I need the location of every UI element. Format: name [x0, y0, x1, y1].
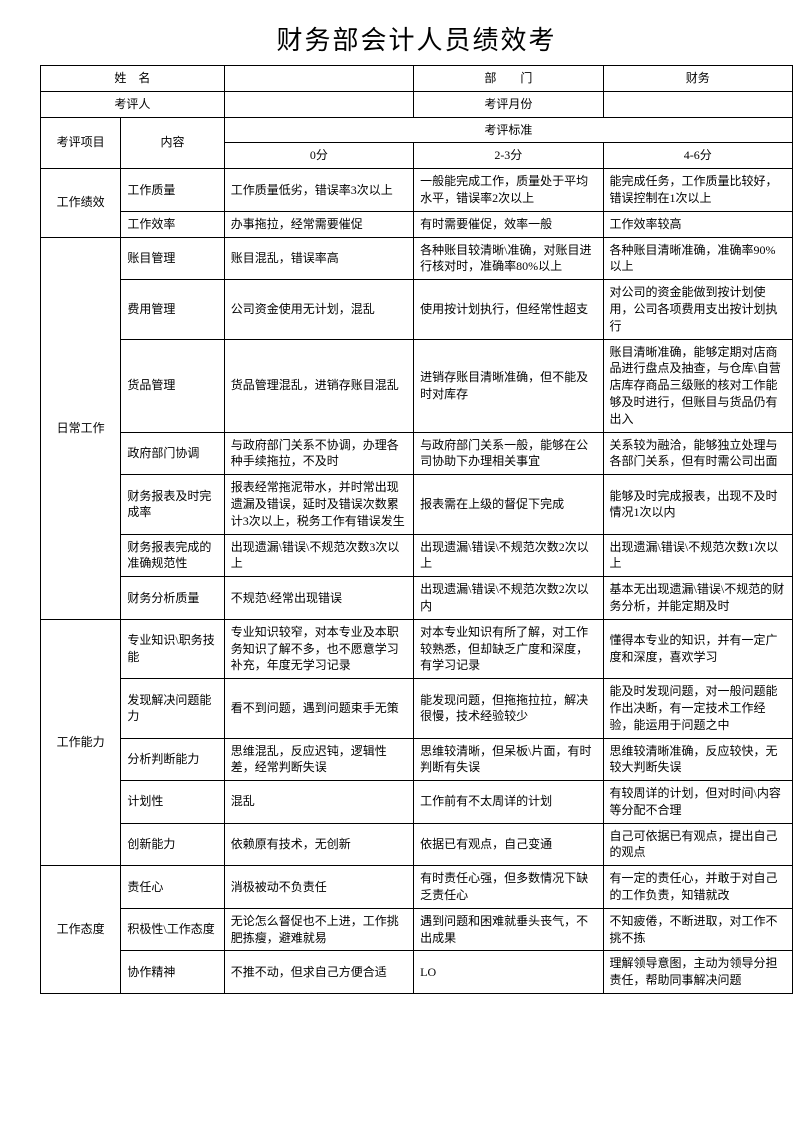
- criteria-cell: 与政府部门关系不协调，办理各种手续拖拉，不及时: [224, 432, 413, 475]
- content-cell: 货品管理: [121, 339, 224, 432]
- criteria-cell: LO: [414, 951, 603, 994]
- criteria-cell: 不知疲倦，不断进取，对工作不挑不拣: [603, 908, 792, 951]
- col-standard: 考评标准: [224, 117, 792, 143]
- criteria-cell: 与政府部门关系一般，能够在公司协助下办理相关事宜: [414, 432, 603, 475]
- criteria-cell: 有较周详的计划，但对时间\内容等分配不合理: [603, 781, 792, 824]
- criteria-cell: 有时需要催促，效率一般: [414, 211, 603, 237]
- criteria-cell: 不推不动，但求自己方便合适: [224, 951, 413, 994]
- criteria-cell: 能完成任务，工作质量比较好，错误控制在1次以上: [603, 169, 792, 212]
- criteria-cell: 专业知识较窄，对本专业及本职务知识了解不多，也不愿意学习补充，年度无学习记录: [224, 619, 413, 678]
- criteria-cell: 懂得本专业的知识，并有一定广度和深度，喜欢学习: [603, 619, 792, 678]
- criteria-cell: 思维较清晰，但呆板\片面，有时判断有失误: [414, 738, 603, 781]
- criteria-cell: 自己可依据已有观点，提出自己的观点: [603, 823, 792, 866]
- content-cell: 计划性: [121, 781, 224, 824]
- criteria-cell: 一般能完成工作，质量处于平均水平，错误率2次以上: [414, 169, 603, 212]
- reviewer-label: 考评人: [41, 91, 225, 117]
- criteria-cell: 各种账目较清晰\准确，对账目进行核对时，准确率80%以上: [414, 237, 603, 280]
- reviewer-value: [224, 91, 413, 117]
- content-cell: 工作质量: [121, 169, 224, 212]
- criteria-cell: 各种账目清晰准确，准确率90%以上: [603, 237, 792, 280]
- criteria-cell: 公司资金使用无计划，混乱: [224, 280, 413, 339]
- name-label: 姓 名: [41, 66, 225, 92]
- criteria-cell: 能发现问题，但拖拖拉拉，解决很慢，技术经验较少: [414, 679, 603, 738]
- criteria-cell: 账目清晰准确，能够定期对店商品进行盘点及抽查，与仓库\自营店库存商品三级账的核对…: [603, 339, 792, 432]
- content-cell: 账目管理: [121, 237, 224, 280]
- criteria-cell: 基本无出现遗漏\错误\不规范的财务分析，并能定期及时: [603, 577, 792, 620]
- content-cell: 协作精神: [121, 951, 224, 994]
- content-cell: 专业知识\职务技能: [121, 619, 224, 678]
- content-cell: 积极性\工作态度: [121, 908, 224, 951]
- content-cell: 财务报表完成的准确规范性: [121, 534, 224, 577]
- criteria-cell: 对本专业知识有所了解，对工作较熟悉，但却缺乏广度和深度，有学习记录: [414, 619, 603, 678]
- criteria-cell: 出现遗漏\错误\不规范次数2次以内: [414, 577, 603, 620]
- content-cell: 费用管理: [121, 280, 224, 339]
- criteria-cell: 看不到问题，遇到问题束手无策: [224, 679, 413, 738]
- group-cell: 工作态度: [41, 866, 121, 994]
- group-cell: 日常工作: [41, 237, 121, 619]
- month-label: 考评月份: [414, 91, 603, 117]
- criteria-cell: 遇到问题和困难就垂头丧气，不出成果: [414, 908, 603, 951]
- criteria-cell: 出现遗漏\错误\不规范次数3次以上: [224, 534, 413, 577]
- criteria-cell: 关系较为融洽，能够独立处理与各部门关系，但有时需公司出面: [603, 432, 792, 475]
- criteria-cell: 使用按计划执行，但经常性超支: [414, 280, 603, 339]
- content-cell: 创新能力: [121, 823, 224, 866]
- criteria-cell: 账目混乱，错误率高: [224, 237, 413, 280]
- criteria-cell: 工作质量低劣，错误率3次以上: [224, 169, 413, 212]
- group-cell: 工作能力: [41, 619, 121, 866]
- content-cell: 财务报表及时完成率: [121, 475, 224, 534]
- month-value: [603, 91, 792, 117]
- criteria-cell: 理解领导意图，主动为领导分担责任，帮助同事解决问题: [603, 951, 792, 994]
- dept-value: 财务: [603, 66, 792, 92]
- criteria-cell: 报表经常拖泥带水，并时常出现遗漏及错误，延时及错误次数累计3次以上，税务工作有错…: [224, 475, 413, 534]
- criteria-cell: 依赖原有技术，无创新: [224, 823, 413, 866]
- criteria-cell: 依据已有观点，自己变通: [414, 823, 603, 866]
- name-value: [224, 66, 413, 92]
- criteria-cell: 能及时发现问题，对一般问题能作出决断，有一定技术工作经验，能运用于问题之中: [603, 679, 792, 738]
- criteria-cell: 出现遗漏\错误\不规范次数1次以上: [603, 534, 792, 577]
- criteria-cell: 有时责任心强，但多数情况下缺乏责任心: [414, 866, 603, 909]
- col-score-0: 0分: [224, 143, 413, 169]
- criteria-cell: 工作效率较高: [603, 211, 792, 237]
- criteria-cell: 消极被动不负责任: [224, 866, 413, 909]
- criteria-cell: 无论怎么督促也不上进，工作挑肥拣瘦，避难就易: [224, 908, 413, 951]
- col-score-46: 4-6分: [603, 143, 792, 169]
- page-title: 财务部会计人员绩效考: [40, 20, 793, 57]
- criteria-cell: 货品管理混乱，进销存账目混乱: [224, 339, 413, 432]
- criteria-cell: 思维较清晰准确，反应较快，无较大判断失误: [603, 738, 792, 781]
- criteria-cell: 不规范\经常出现错误: [224, 577, 413, 620]
- criteria-cell: 混乱: [224, 781, 413, 824]
- criteria-cell: 有一定的责任心，并敢于对自己的工作负责，知错就改: [603, 866, 792, 909]
- col-content: 内容: [121, 117, 224, 169]
- content-cell: 责任心: [121, 866, 224, 909]
- col-project: 考评项目: [41, 117, 121, 169]
- criteria-cell: 出现遗漏\错误\不规范次数2次以上: [414, 534, 603, 577]
- content-cell: 工作效率: [121, 211, 224, 237]
- dept-label: 部 门: [414, 66, 603, 92]
- group-cell: 工作绩效: [41, 169, 121, 237]
- criteria-cell: 办事拖拉，经常需要催促: [224, 211, 413, 237]
- content-cell: 财务分析质量: [121, 577, 224, 620]
- evaluation-table: 姓 名 部 门 财务 考评人 考评月份 考评项目 内容 考评标准 0分 2-3分…: [40, 65, 793, 994]
- criteria-cell: 报表需在上级的督促下完成: [414, 475, 603, 534]
- content-cell: 分析判断能力: [121, 738, 224, 781]
- content-cell: 发现解决问题能力: [121, 679, 224, 738]
- criteria-cell: 能够及时完成报表，出现不及时情况1次以内: [603, 475, 792, 534]
- content-cell: 政府部门协调: [121, 432, 224, 475]
- criteria-cell: 进销存账目清晰准确，但不能及时对库存: [414, 339, 603, 432]
- col-score-23: 2-3分: [414, 143, 603, 169]
- criteria-cell: 工作前有不太周详的计划: [414, 781, 603, 824]
- criteria-cell: 对公司的资金能做到按计划使用，公司各项费用支出按计划执行: [603, 280, 792, 339]
- criteria-cell: 思维混乱，反应迟钝，逻辑性差，经常判断失误: [224, 738, 413, 781]
